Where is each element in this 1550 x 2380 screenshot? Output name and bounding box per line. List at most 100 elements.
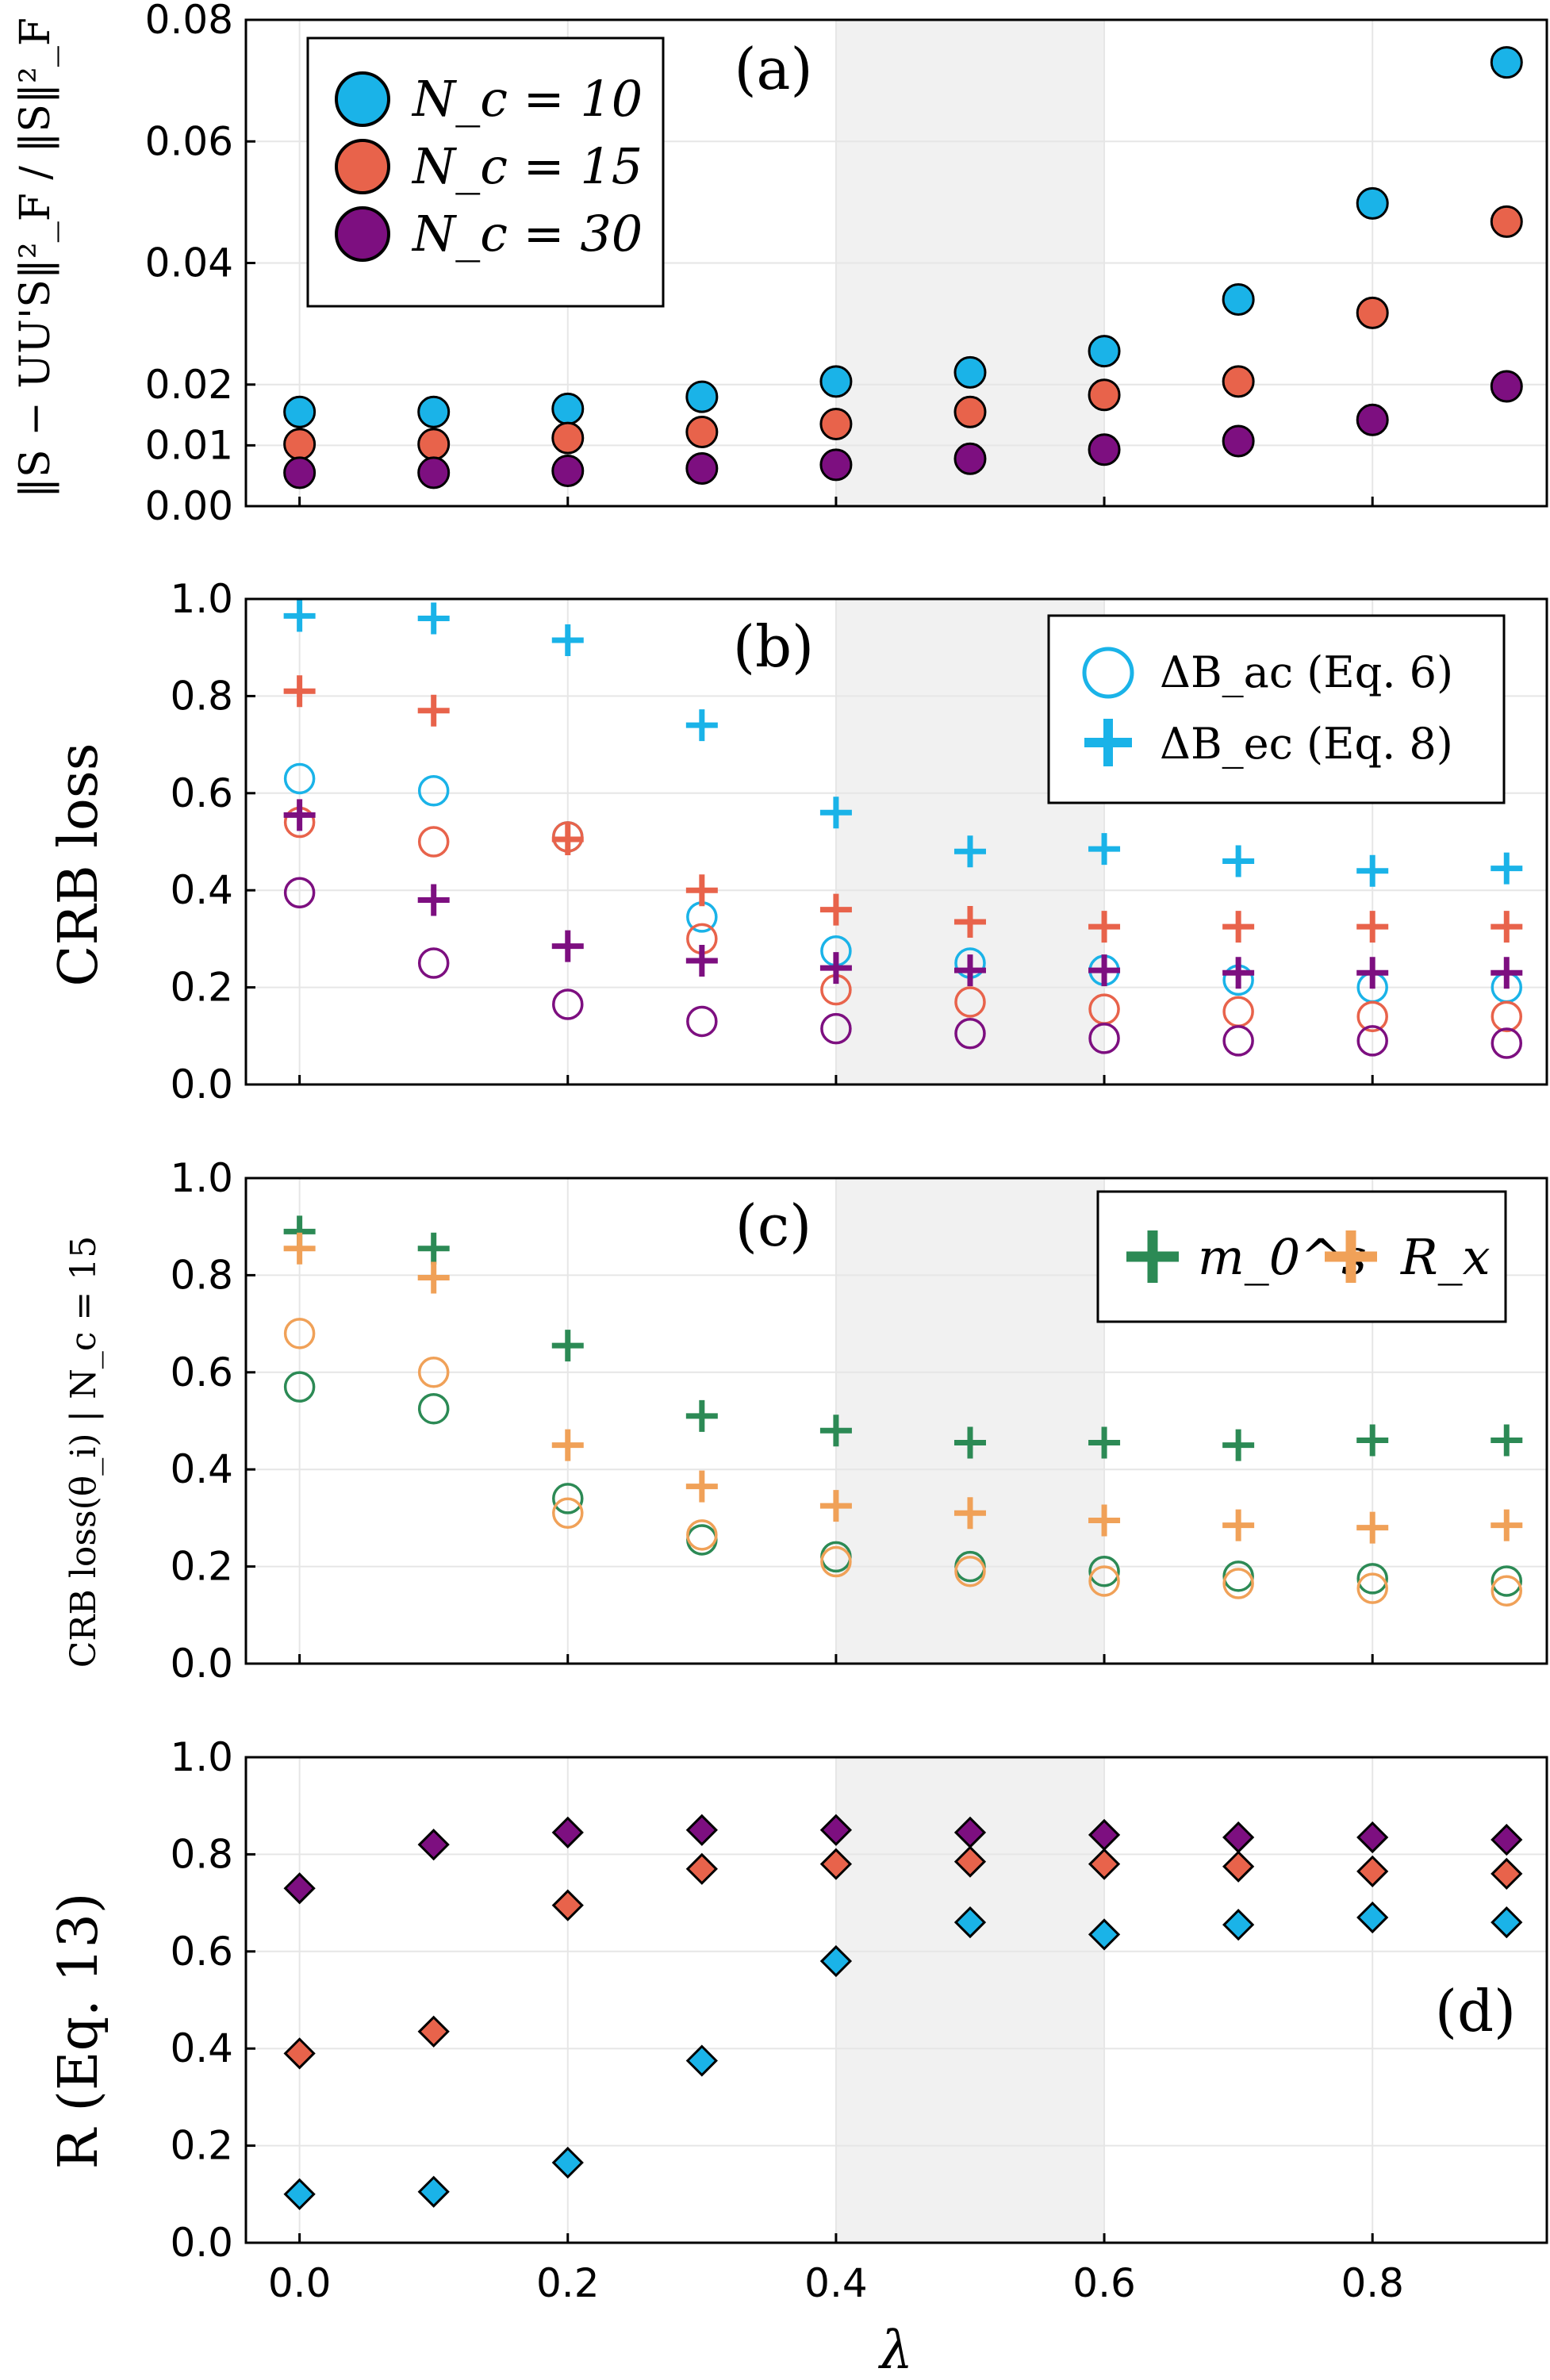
ticks-d: 0.0 0.2 0.4 0.6 0.8 1.0 — [170, 1734, 1374, 2266]
panel-label-b: (b) — [733, 613, 814, 680]
data-point-open-circle — [1088, 1565, 1120, 1597]
legend-label-dBec: ΔB_ec (Eq. 8) — [1160, 719, 1453, 769]
data-point-open-circle — [1222, 1025, 1254, 1057]
y-tick-label: 0.06 — [145, 118, 233, 164]
data-point — [1088, 335, 1121, 368]
data-point-plus — [953, 954, 986, 987]
data-point-plus — [953, 1426, 986, 1459]
y-tick-label: 0.0 — [170, 2220, 233, 2266]
data-point-plus — [417, 1232, 450, 1265]
data-point-plus — [1356, 957, 1389, 989]
legend-label-nc15: N_c = 15 — [411, 137, 643, 195]
data-point-plus — [417, 602, 450, 635]
y-tick-label: 0.00 — [145, 483, 233, 529]
data-point-diamond — [283, 1872, 316, 1905]
data-point — [551, 455, 585, 488]
x-tick-label: 0.4 — [804, 2260, 868, 2306]
ticks-b: 0.0 0.2 0.4 0.6 0.8 1.0 — [170, 576, 1374, 1107]
data-point-diamond — [1088, 1918, 1121, 1951]
data-point-plus — [1356, 911, 1389, 943]
data-point-plus — [417, 884, 450, 916]
data-point — [417, 428, 451, 461]
data-point-plus — [685, 874, 718, 907]
data-point — [1490, 205, 1523, 238]
x-tick-label: 0.0 — [268, 2260, 332, 2306]
data-point — [685, 451, 719, 485]
legend-marker-nc10 — [335, 71, 390, 127]
data-point-plus — [1491, 852, 1523, 885]
y-tick-label: 0.0 — [170, 1641, 233, 1687]
data-point-diamond — [1491, 1906, 1523, 1939]
data-point-diamond — [1356, 1821, 1389, 1854]
data-point-diamond — [417, 2015, 450, 2048]
legend-box-b — [1047, 614, 1506, 804]
data-point-diamond — [1356, 1901, 1389, 1934]
data-point-open-circle — [1222, 996, 1254, 1027]
data-point-plus — [819, 1415, 852, 1447]
legend-marker-open-circle-b — [1082, 647, 1134, 699]
data-point-plus — [551, 624, 584, 657]
data-point-plus — [953, 1497, 986, 1530]
y-tick-label: 0.08 — [145, 0, 233, 43]
data-point-diamond — [685, 1852, 718, 1885]
data-point — [283, 395, 317, 428]
data-point-open-circle — [283, 1318, 316, 1349]
data-point — [1356, 186, 1389, 220]
data-point-plus — [1088, 833, 1121, 866]
data-point-plus — [685, 944, 718, 977]
legend-label-nc30: N_c = 30 — [411, 205, 643, 263]
data-point-open-circle — [417, 826, 450, 858]
legend-label-Rx: R_x — [1400, 1228, 1491, 1286]
data-point-plus — [551, 823, 584, 855]
data-point — [417, 395, 451, 428]
x-tick-label: 0.6 — [1072, 2260, 1136, 2306]
panel-d: 0.0 0.2 0.4 0.6 0.8 1.0 (d) R (Eq. 13) — [48, 1734, 1548, 2266]
data-point-diamond — [953, 1906, 987, 1939]
data-point-open-circle — [417, 1357, 450, 1388]
data-point-plus — [1088, 1504, 1121, 1537]
data-point-diamond — [685, 1814, 718, 1846]
data-point-open-circle — [820, 1545, 852, 1578]
data-point-diamond — [551, 1889, 584, 1921]
y-axis-label-a: ‖S − UU'S‖²_F / ‖S‖²_F — [12, 17, 59, 498]
data-point-diamond — [283, 2178, 316, 2210]
data-point — [1356, 403, 1389, 436]
ticks-c: 0.0 0.2 0.4 0.6 0.8 1.0 — [170, 1155, 1374, 1687]
data-point — [283, 428, 317, 461]
data-point-open-circle — [283, 1371, 316, 1403]
data-point — [1088, 378, 1121, 412]
data-point-open-circle — [1356, 1000, 1388, 1033]
legend-label-dBac: ΔB_ac (Eq. 6) — [1160, 647, 1453, 697]
x-axis-ticks: 0.0 0.2 0.4 0.6 0.8 — [268, 2260, 1404, 2306]
data-point-plus — [283, 799, 316, 831]
data-point-plus — [417, 694, 450, 727]
data-point — [819, 365, 853, 398]
data-point-plus — [819, 893, 852, 926]
y-tick-label: 0.02 — [145, 362, 233, 408]
data-point-plus — [551, 1429, 584, 1461]
legend-marker-plus-b — [1084, 719, 1132, 766]
panel-label-d: (d) — [1435, 1978, 1516, 2044]
y-tick-label: 0.4 — [170, 2025, 233, 2071]
legend-c: m_0^s R_x — [1096, 1190, 1507, 1323]
data-point-open-circle — [417, 947, 450, 979]
data-point-plus — [1222, 957, 1255, 989]
data-point-diamond — [953, 1816, 987, 1848]
legend-marker-nc15 — [335, 139, 390, 194]
marks-c — [283, 1215, 1523, 1606]
data-point-plus — [1491, 957, 1523, 989]
y-tick-label: 1.0 — [170, 1155, 233, 1201]
data-point-open-circle — [1088, 1023, 1120, 1054]
legend-marker-nc30 — [335, 206, 390, 262]
axes-frame-b — [244, 597, 1548, 1086]
data-point-open-circle — [1088, 1555, 1120, 1587]
data-point-diamond — [1222, 1909, 1255, 1941]
data-point-diamond — [551, 2146, 584, 2179]
legend-a: N_c = 10 N_c = 15 N_c = 30 — [306, 36, 665, 308]
data-point-plus — [1356, 1424, 1389, 1457]
data-point-open-circle — [417, 1392, 450, 1425]
data-point — [283, 456, 317, 489]
ticks-a: 0.00 0.01 0.02 0.04 0.06 0.08 — [145, 0, 1374, 529]
data-point-open-circle — [552, 988, 584, 1020]
data-point-open-circle — [1491, 1000, 1523, 1033]
